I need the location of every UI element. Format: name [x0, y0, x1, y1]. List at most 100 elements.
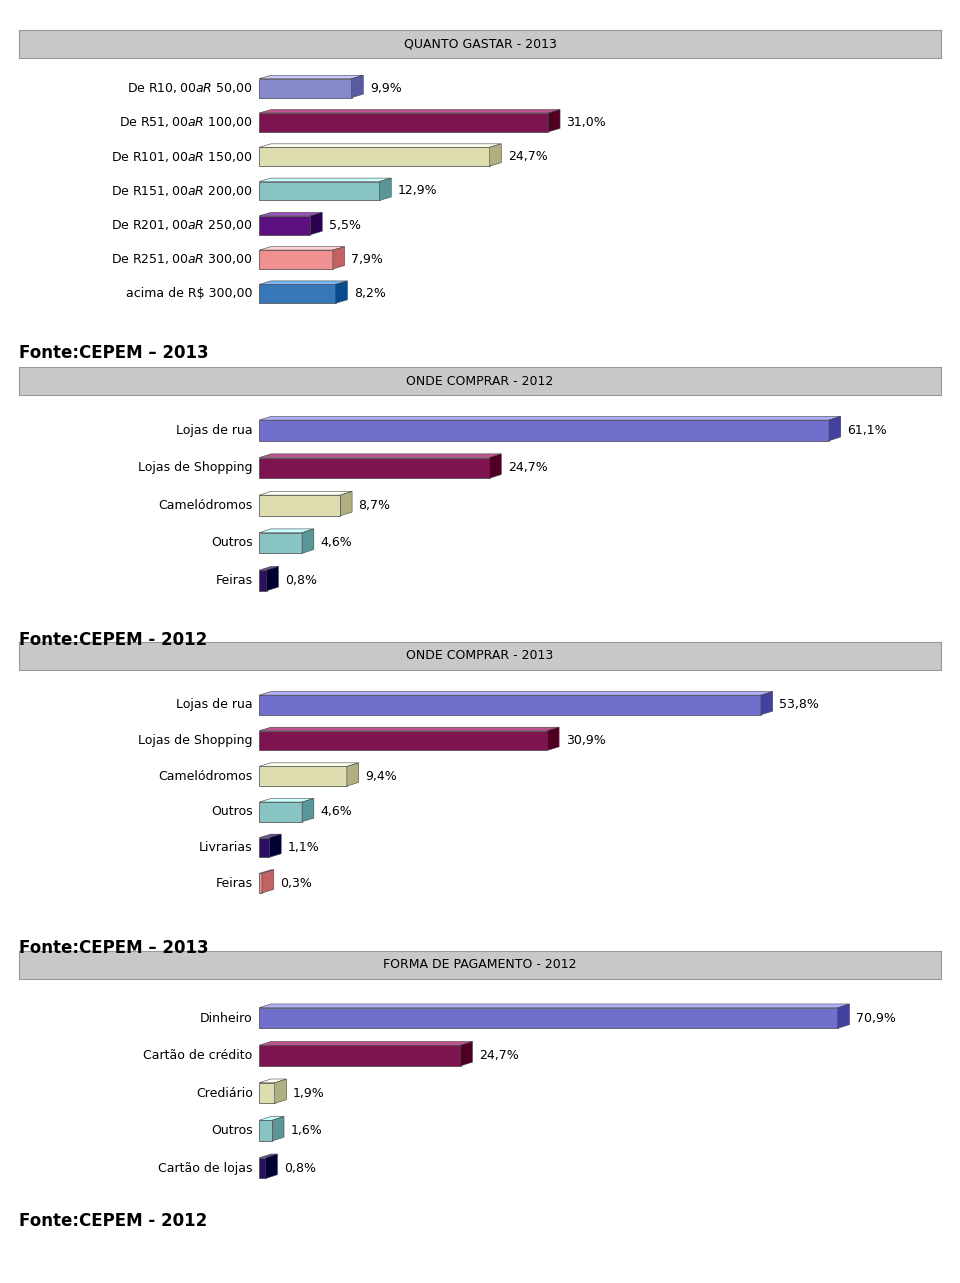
Polygon shape — [259, 727, 559, 731]
Bar — [259, 420, 829, 441]
Text: 8,7%: 8,7% — [359, 499, 391, 512]
Text: De R$ 101,00 a R$ 150,00: De R$ 101,00 a R$ 150,00 — [111, 150, 252, 164]
Text: acima de R$ 300,00: acima de R$ 300,00 — [126, 287, 252, 300]
Text: Fonte:CEPEM - 2012: Fonte:CEPEM - 2012 — [19, 631, 207, 649]
Text: 53,8%: 53,8% — [780, 698, 819, 712]
Text: Lojas de Shopping: Lojas de Shopping — [138, 734, 252, 747]
Polygon shape — [259, 144, 501, 148]
Text: Fonte:CEPEM - 2012: Fonte:CEPEM - 2012 — [19, 1212, 207, 1230]
Polygon shape — [259, 1079, 286, 1083]
Bar — [259, 731, 547, 751]
Polygon shape — [351, 76, 363, 98]
Text: Cartão de lojas: Cartão de lojas — [158, 1161, 252, 1175]
Text: 70,9%: 70,9% — [856, 1011, 896, 1025]
Text: Livrarias: Livrarias — [199, 840, 252, 854]
Text: 7,9%: 7,9% — [351, 253, 383, 266]
Polygon shape — [259, 834, 281, 838]
Polygon shape — [310, 213, 323, 235]
Text: De R$ 251,00 a R$ 300,00: De R$ 251,00 a R$ 300,00 — [111, 253, 252, 267]
Text: Dinheiro: Dinheiro — [200, 1011, 252, 1025]
Polygon shape — [379, 178, 392, 200]
Polygon shape — [259, 76, 363, 78]
Text: Lojas de rua: Lojas de rua — [176, 423, 252, 438]
Polygon shape — [259, 109, 560, 113]
Bar — [259, 78, 351, 98]
Text: 4,6%: 4,6% — [321, 536, 352, 549]
Polygon shape — [461, 1042, 472, 1066]
Polygon shape — [341, 491, 352, 516]
Text: Lojas de rua: Lojas de rua — [176, 698, 252, 712]
Polygon shape — [259, 1042, 472, 1046]
Bar — [259, 874, 262, 893]
Bar — [259, 1046, 461, 1066]
Polygon shape — [259, 454, 501, 458]
Bar — [259, 285, 336, 303]
Polygon shape — [761, 692, 773, 715]
Bar — [259, 1007, 838, 1029]
Text: Outros: Outros — [211, 536, 252, 549]
Bar — [259, 695, 761, 715]
Polygon shape — [275, 1079, 286, 1103]
Bar — [259, 766, 347, 786]
Polygon shape — [547, 727, 559, 751]
Text: 5,5%: 5,5% — [328, 218, 361, 232]
Text: De R$ 201,00 a R$ 250,00: De R$ 201,00 a R$ 250,00 — [111, 218, 252, 232]
Text: 8,2%: 8,2% — [354, 287, 386, 300]
Polygon shape — [259, 529, 314, 532]
Bar — [259, 458, 490, 479]
Polygon shape — [266, 1153, 277, 1178]
Polygon shape — [273, 1116, 284, 1141]
Text: De R$ 51,00 a R$ 100,00: De R$ 51,00 a R$ 100,00 — [119, 115, 252, 130]
Text: Lojas de Shopping: Lojas de Shopping — [138, 462, 252, 475]
Text: 24,7%: 24,7% — [508, 462, 547, 475]
Text: Fonte:CEPEM – 2013: Fonte:CEPEM – 2013 — [19, 344, 209, 362]
Bar — [259, 1157, 266, 1178]
Text: ONDE COMPRAR - 2013: ONDE COMPRAR - 2013 — [406, 649, 554, 662]
Polygon shape — [347, 763, 359, 786]
Bar — [259, 532, 302, 553]
Text: Outros: Outros — [211, 806, 252, 819]
Polygon shape — [259, 763, 359, 766]
Polygon shape — [259, 281, 348, 285]
Text: Outros: Outros — [211, 1124, 252, 1137]
Bar — [259, 250, 333, 269]
Polygon shape — [259, 213, 323, 216]
Text: 0,8%: 0,8% — [284, 1161, 316, 1175]
Text: ONDE COMPRAR - 2012: ONDE COMPRAR - 2012 — [406, 375, 554, 387]
Text: QUANTO GASTAR - 2013: QUANTO GASTAR - 2013 — [403, 37, 557, 50]
Bar — [259, 570, 267, 590]
Polygon shape — [838, 1005, 850, 1029]
Text: 1,6%: 1,6% — [291, 1124, 323, 1137]
Polygon shape — [302, 529, 314, 553]
Bar — [259, 1083, 275, 1103]
Polygon shape — [267, 566, 278, 590]
Bar — [259, 216, 310, 235]
Text: 24,7%: 24,7% — [508, 150, 547, 163]
Polygon shape — [490, 144, 501, 166]
Text: 1,1%: 1,1% — [288, 840, 320, 854]
Polygon shape — [259, 1116, 284, 1120]
Bar — [259, 181, 379, 200]
Text: 61,1%: 61,1% — [848, 423, 887, 438]
Polygon shape — [259, 1153, 277, 1157]
Polygon shape — [336, 281, 348, 303]
Polygon shape — [333, 246, 345, 269]
Text: Camelódromos: Camelódromos — [158, 770, 252, 783]
Polygon shape — [259, 491, 352, 495]
Text: 12,9%: 12,9% — [397, 185, 438, 198]
Polygon shape — [259, 870, 274, 874]
Polygon shape — [259, 1005, 850, 1007]
Text: 4,6%: 4,6% — [321, 806, 352, 819]
Polygon shape — [490, 454, 501, 479]
Bar — [259, 838, 270, 857]
Text: 9,9%: 9,9% — [370, 82, 401, 95]
Text: Fonte:CEPEM – 2013: Fonte:CEPEM – 2013 — [19, 939, 209, 957]
Polygon shape — [259, 246, 345, 250]
Bar — [259, 802, 302, 821]
Text: FORMA DE PAGAMENTO - 2012: FORMA DE PAGAMENTO - 2012 — [383, 958, 577, 971]
Polygon shape — [829, 417, 841, 441]
Text: Cartão de crédito: Cartão de crédito — [143, 1049, 252, 1062]
Polygon shape — [548, 109, 560, 132]
Text: Feiras: Feiras — [216, 876, 252, 889]
Polygon shape — [270, 834, 281, 857]
